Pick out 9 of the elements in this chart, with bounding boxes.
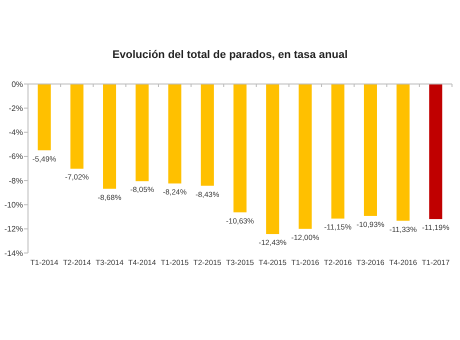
y-tick-label: 0%: [11, 80, 23, 89]
chart-title: Evolución del total de parados, en tasa anual: [112, 49, 348, 61]
y-tick-label: -14%: [4, 248, 23, 258]
y-tick-label: -2%: [8, 104, 23, 113]
y-tick-label: -6%: [8, 152, 23, 162]
y-tick-label: -12%: [4, 224, 23, 234]
y-tick-label: -10%: [4, 200, 23, 210]
y-tick-label: -4%: [8, 128, 23, 138]
y-tick-label: -8%: [8, 176, 23, 186]
